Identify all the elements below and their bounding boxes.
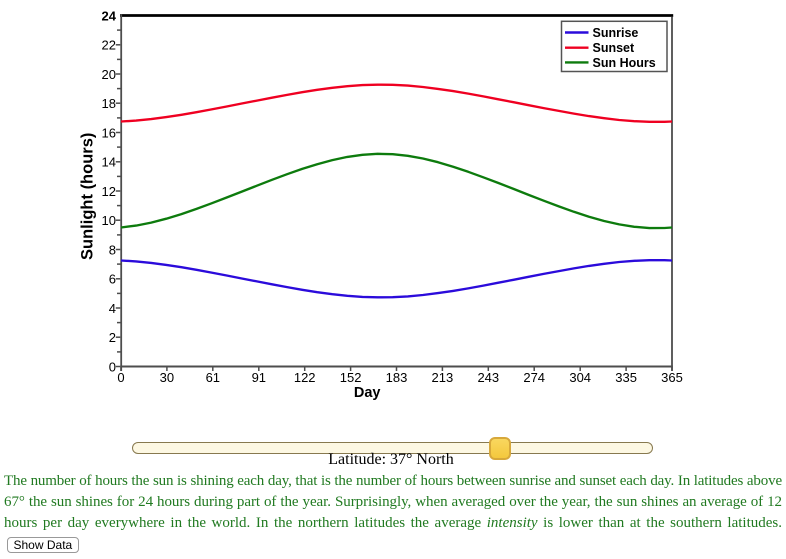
svg-text:18: 18 (102, 96, 116, 111)
svg-text:14: 14 (102, 155, 116, 170)
svg-text:183: 183 (386, 370, 408, 385)
svg-text:335: 335 (615, 370, 637, 385)
svg-text:122: 122 (294, 370, 316, 385)
svg-text:2: 2 (109, 330, 116, 345)
svg-text:8: 8 (109, 242, 116, 257)
svg-text:Day: Day (354, 385, 381, 401)
svg-text:304: 304 (569, 370, 591, 385)
svg-text:152: 152 (340, 370, 362, 385)
svg-text:6: 6 (109, 272, 116, 287)
svg-text:12: 12 (102, 184, 116, 199)
svg-text:24: 24 (102, 8, 117, 23)
svg-text:10: 10 (102, 213, 116, 228)
svg-text:0: 0 (109, 359, 116, 374)
svg-text:Sunset: Sunset (593, 41, 636, 55)
svg-text:20: 20 (102, 67, 116, 82)
svg-text:365: 365 (661, 370, 683, 385)
svg-text:Sun Hours: Sun Hours (593, 56, 656, 70)
svg-text:91: 91 (252, 370, 266, 385)
svg-text:243: 243 (477, 370, 499, 385)
svg-text:274: 274 (523, 370, 545, 385)
svg-text:Sunlight (hours): Sunlight (hours) (78, 133, 96, 260)
svg-text:22: 22 (102, 38, 116, 53)
svg-text:4: 4 (109, 301, 116, 316)
svg-text:Sunrise: Sunrise (593, 26, 639, 40)
svg-text:0: 0 (117, 370, 124, 385)
svg-text:213: 213 (432, 370, 454, 385)
svg-text:16: 16 (102, 125, 116, 140)
svg-text:30: 30 (160, 370, 174, 385)
svg-text:61: 61 (206, 370, 220, 385)
